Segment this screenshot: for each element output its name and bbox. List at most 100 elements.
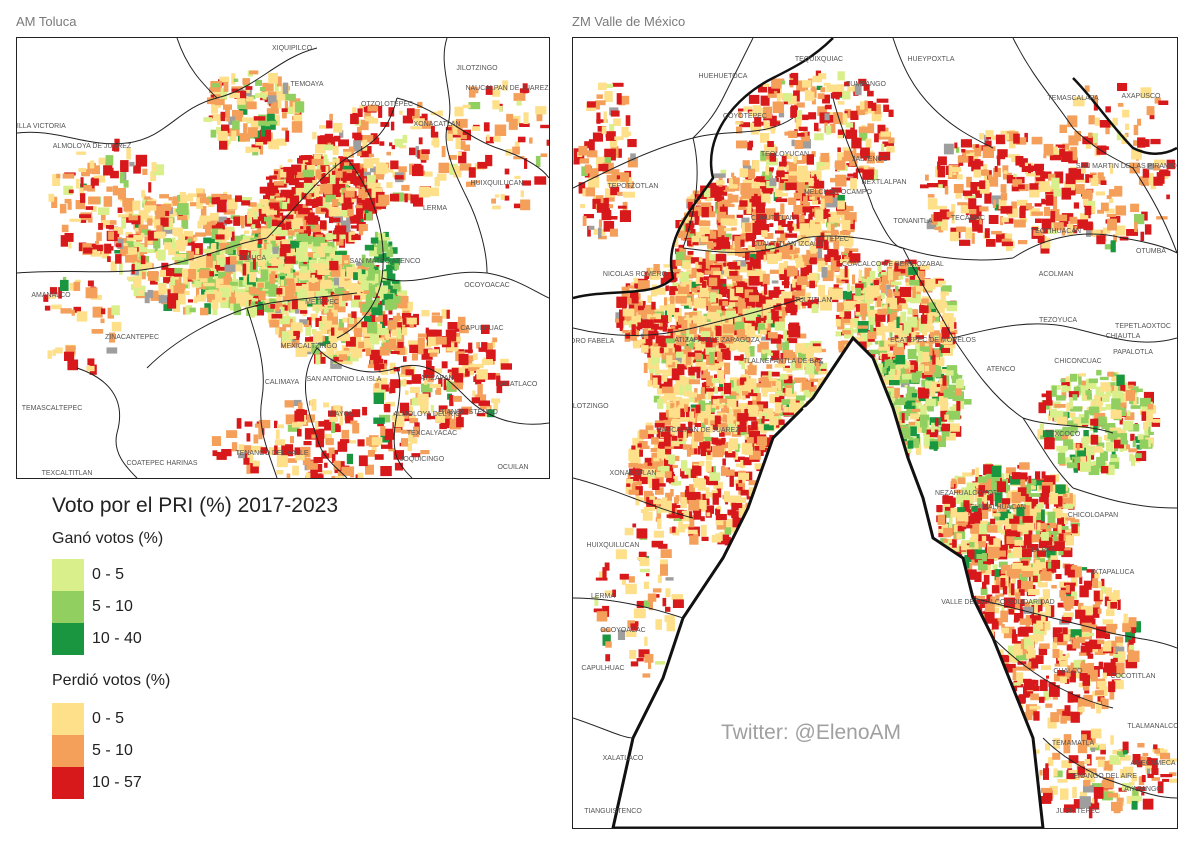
precinct-patch — [351, 234, 361, 241]
precinct-patch — [164, 242, 174, 250]
precinct-patch — [516, 100, 522, 106]
precinct-patch — [616, 296, 628, 308]
precinct-patch — [468, 102, 481, 110]
precinct-patch — [683, 380, 692, 393]
precinct-patch — [535, 106, 547, 115]
place-label: OCUILAN — [497, 464, 528, 471]
precinct-patch — [76, 151, 87, 155]
precinct-patch — [157, 220, 161, 229]
precinct-patch — [194, 251, 201, 259]
precinct-patch — [785, 233, 797, 238]
precinct-patch — [276, 288, 283, 295]
precinct-patch — [267, 91, 280, 96]
precinct-patch — [343, 151, 352, 157]
precinct-patch — [671, 444, 683, 449]
precinct-patch — [369, 333, 379, 344]
precinct-patch — [889, 311, 898, 323]
place-label: SAN MATEO ATENCO — [350, 258, 421, 265]
precinct-patch — [315, 354, 321, 365]
precinct-patch — [409, 147, 416, 156]
precinct-patch — [816, 360, 820, 372]
precinct-patch — [311, 241, 318, 252]
precinct-patch — [761, 185, 773, 195]
precinct-patch — [707, 389, 714, 400]
precinct-patch — [241, 220, 245, 229]
precinct-patch — [781, 306, 786, 319]
precinct-patch — [670, 345, 682, 352]
precinct-patch — [640, 338, 646, 345]
precinct-patch — [419, 149, 429, 161]
precinct-patch — [796, 333, 807, 339]
precinct-patch — [663, 436, 671, 447]
precinct-patch — [813, 190, 823, 198]
precinct-patch — [299, 319, 308, 325]
precinct-patch — [805, 362, 815, 372]
place-label: SAN ANTONIO LA ISLA — [307, 376, 382, 383]
precinct-patch — [405, 369, 414, 376]
precinct-patch — [229, 293, 237, 304]
precinct-patch — [283, 192, 294, 203]
precinct-patch — [786, 265, 796, 277]
precinct-patch — [739, 168, 748, 178]
precinct-patch — [668, 312, 672, 322]
precinct-patch — [711, 402, 717, 408]
precinct-patch — [288, 174, 297, 181]
precinct-patch — [768, 370, 772, 379]
precinct-patch — [472, 390, 476, 397]
precinct-patch — [731, 502, 743, 511]
precinct-patch — [722, 458, 726, 466]
toluca-map[interactable]: XIQUIPILCO TEMOAYA JILOTZINGO NAUCALPAN DE … — [16, 37, 550, 479]
precinct-patch — [174, 279, 179, 287]
precinct-patch — [129, 161, 135, 167]
precinct-patch — [394, 259, 399, 270]
precinct-patch — [759, 329, 767, 335]
precinct-patch — [842, 290, 852, 300]
precinct-patch — [840, 259, 849, 263]
precinct-patch — [255, 79, 262, 86]
precinct-patch — [736, 486, 743, 491]
precinct-patch — [710, 316, 722, 326]
precinct-patch — [85, 287, 98, 299]
precinct-patch — [389, 245, 393, 258]
precinct-patch — [691, 231, 702, 238]
precinct-patch — [919, 305, 925, 311]
precinct-patch — [634, 283, 640, 289]
precinct-patch — [324, 419, 335, 431]
precinct-patch — [197, 220, 202, 229]
precinct-patch — [248, 454, 254, 463]
precinct-patch — [220, 194, 232, 200]
precinct-patch — [377, 323, 382, 329]
precinct-patch — [64, 198, 72, 204]
precinct-patch — [181, 290, 190, 295]
precinct-patch — [158, 283, 167, 295]
precinct-patch — [707, 184, 716, 190]
precinct-patch — [671, 273, 682, 278]
precinct-patch — [670, 426, 677, 435]
precinct-patch — [647, 380, 656, 387]
precinct-patch — [189, 307, 196, 313]
precinct-patch — [338, 327, 349, 337]
precinct-patch — [740, 342, 749, 353]
precinct-patch — [200, 197, 209, 204]
precinct-patch — [323, 154, 328, 159]
precinct-patch — [655, 487, 664, 495]
precinct-patch — [169, 281, 174, 289]
precinct-patch — [147, 230, 158, 241]
precinct-patch — [354, 327, 363, 338]
precinct-patch — [230, 264, 242, 272]
precinct-patch — [133, 165, 141, 174]
precinct-patch — [793, 266, 798, 276]
precinct-patch — [656, 483, 666, 487]
precinct-patch — [784, 376, 793, 384]
precinct-patch — [211, 193, 222, 198]
precinct-patch — [117, 207, 123, 213]
precinct-patch — [287, 203, 298, 212]
precinct-patch — [405, 317, 417, 325]
precinct-patch — [364, 337, 372, 349]
mexico-map[interactable]: TEQUIXQUIAC HUEYPOXTLA HUEHUETOCA COYOTEPEC… — [572, 37, 1178, 829]
precinct-patch — [386, 285, 393, 290]
precinct-patch — [217, 119, 221, 125]
precinct-patch — [823, 241, 829, 250]
precinct-patch — [632, 437, 641, 447]
precinct-patch — [203, 282, 215, 287]
